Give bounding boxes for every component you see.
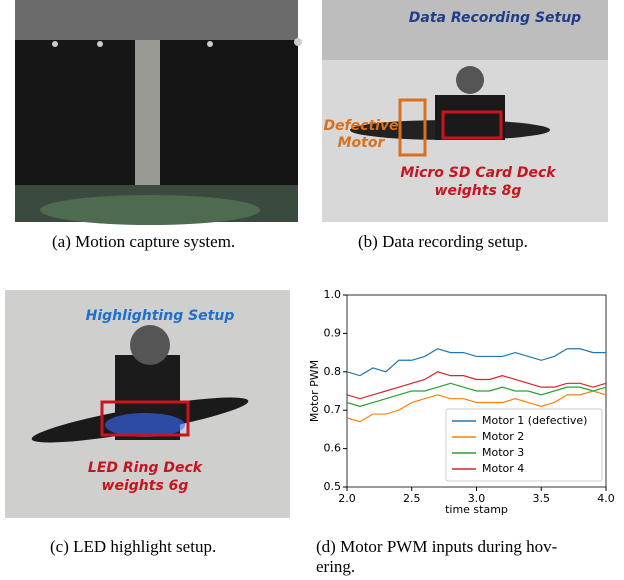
x-tick-label: 2.5 xyxy=(403,492,421,505)
photo-label: Data Recording Setup xyxy=(409,10,581,26)
legend-label: Motor 2 xyxy=(482,430,524,443)
photo-label: Highlighting Setup xyxy=(86,308,235,324)
y-tick-label: 1.0 xyxy=(324,288,342,301)
y-axis-label: Motor PWM xyxy=(308,360,321,422)
photo-label: LED Ring Deck xyxy=(88,460,204,476)
x-tick-label: 2.0 xyxy=(338,492,356,505)
caption: (a) Motion capture system. xyxy=(52,232,235,252)
caption: (d) Motor PWM inputs during hov- xyxy=(316,537,557,557)
photo-label: Motor xyxy=(338,135,386,151)
photo-label: Micro SD Card Deck xyxy=(400,165,557,181)
legend-label: Motor 1 (defective) xyxy=(482,414,587,427)
x-axis-label: time stamp xyxy=(445,503,508,516)
y-tick-label: 0.8 xyxy=(324,365,342,378)
x-tick-label: 3.5 xyxy=(533,492,551,505)
photo-label: Defective xyxy=(323,118,398,134)
photo-label: weights 8g xyxy=(435,183,522,199)
y-tick-label: 0.9 xyxy=(324,326,342,339)
photo-a xyxy=(15,0,302,225)
photo-b: Data Recording Setup Defective Motor Mic… xyxy=(322,0,608,222)
photo-label: weights 6g xyxy=(102,478,189,494)
caption: ering. xyxy=(316,557,355,577)
legend-label: Motor 4 xyxy=(482,462,524,475)
figure-art: Data Recording Setup Defective Motor Mic… xyxy=(0,0,624,580)
caption: (b) Data recording setup. xyxy=(358,232,528,252)
y-tick-label: 0.7 xyxy=(324,403,342,416)
photo-c: Highlighting Setup LED Ring Deck weights… xyxy=(5,290,290,518)
caption: (c) LED highlight setup. xyxy=(50,537,216,557)
x-tick-label: 4.0 xyxy=(597,492,615,505)
y-tick-label: 0.6 xyxy=(324,442,342,455)
series-line xyxy=(347,349,606,376)
legend-label: Motor 3 xyxy=(482,446,524,459)
figure: Data Recording Setup Defective Motor Mic… xyxy=(0,0,624,580)
